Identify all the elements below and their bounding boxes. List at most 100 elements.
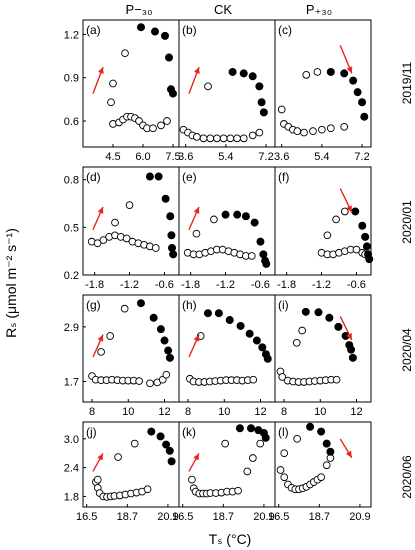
open-point: [213, 134, 221, 143]
x-tick-label: 6.0: [135, 151, 150, 163]
open-point: [243, 467, 252, 476]
filled-point: [250, 218, 259, 227]
filled-point: [166, 212, 175, 221]
x-tick-label: -1.2: [216, 279, 235, 291]
x-tick-label: 8: [89, 406, 95, 418]
filled-point: [136, 299, 145, 308]
col-title-3: P₊₃₀: [306, 2, 332, 17]
x-tick-label: 20.9: [349, 511, 370, 523]
x-tick-label: 8: [281, 406, 287, 418]
open-point: [317, 473, 326, 482]
row-label-3: 2020/04: [400, 328, 414, 372]
trend-arrow-head: [193, 66, 200, 74]
open-point: [120, 304, 129, 313]
open-point: [352, 245, 361, 254]
filled-point: [257, 98, 266, 107]
panel-frame: [274, 294, 372, 403]
open-point: [332, 375, 341, 384]
y-axis-label: Rₛ (μmol m⁻² s⁻¹): [3, 228, 19, 338]
trend-arrow-head: [346, 332, 352, 340]
open-point: [249, 375, 258, 384]
filled-point: [326, 447, 335, 456]
x-tick-label: -1.2: [312, 279, 331, 291]
open-point: [255, 128, 264, 137]
open-point: [151, 244, 160, 252]
x-tick-label: 5.4: [218, 151, 233, 163]
filled-point: [145, 172, 154, 181]
panel-d: (d) -1.8 -1.2 -0.6 0.2 0.5 0.8: [64, 166, 180, 291]
open-point: [322, 461, 331, 470]
open-point: [93, 475, 102, 484]
filled-point: [241, 212, 250, 221]
open-point: [109, 79, 117, 88]
panel-label: (i): [278, 298, 289, 312]
y-tick-label: 3.0: [64, 434, 79, 446]
panel-label: (e): [182, 170, 197, 184]
y-tick-label: 0.5: [64, 222, 79, 234]
filled-point: [322, 439, 331, 448]
panel-a: (a) 4.5 6.0 7.5 0.6 0.9 1.2: [64, 19, 181, 163]
open-point: [163, 117, 171, 125]
open-point: [313, 68, 322, 76]
open-point: [318, 125, 326, 134]
filled-point: [334, 322, 343, 331]
row-label-2: 2020/01: [400, 200, 414, 244]
filled-point: [361, 232, 370, 241]
x-tick-label: 12: [254, 406, 266, 418]
x-tick-label: -0.6: [347, 279, 366, 291]
open-point: [248, 131, 257, 140]
x-tick-label: 16.5: [76, 511, 97, 523]
panel-label: (k): [182, 425, 196, 439]
trend-arrow-head: [97, 206, 104, 214]
y-tick-label: 0.8: [64, 175, 79, 187]
filled-point: [317, 427, 326, 436]
filled-point: [246, 424, 255, 433]
open-point: [97, 348, 105, 356]
filled-point: [325, 313, 334, 322]
x-tick-label: -0.6: [155, 279, 174, 291]
trend-arrow-head: [346, 66, 353, 74]
open-point: [280, 473, 289, 482]
open-point: [302, 70, 311, 79]
filled-point: [259, 108, 268, 117]
filled-point: [136, 23, 145, 32]
filled-point: [160, 336, 169, 345]
panel-label: (f): [278, 170, 289, 184]
trend-arrow-head: [97, 334, 104, 342]
x-tick-label: -1.2: [120, 279, 139, 291]
x-tick-label: 18.7: [309, 511, 330, 523]
open-point: [226, 134, 235, 143]
open-point: [107, 98, 115, 107]
filled-point: [228, 67, 237, 76]
trend-arrow-head: [193, 453, 199, 461]
open-point: [239, 134, 248, 143]
filled-point: [365, 255, 374, 264]
x-axis-label: Tₛ (°C): [209, 531, 252, 547]
filled-point: [258, 343, 267, 352]
filled-point: [150, 27, 159, 36]
filled-point: [326, 67, 335, 76]
trend-arrow-head: [193, 334, 200, 342]
trend-arrow-head: [97, 453, 103, 461]
open-point: [206, 134, 215, 143]
x-tick-label: 12: [158, 406, 170, 418]
panel-frame: [274, 166, 372, 276]
panel-grid: (a) 4.5 6.0 7.5 0.6 0.9 1.2 (b) 3.6 5.4 7.2 (c) 3.6 5…: [64, 19, 374, 523]
filled-point: [351, 207, 360, 216]
col-title-2: CK: [214, 2, 232, 17]
filled-point: [301, 307, 310, 316]
open-point: [326, 124, 335, 133]
open-point: [135, 377, 144, 385]
open-point: [199, 134, 208, 143]
x-tick-label: 12: [350, 406, 362, 418]
x-tick-label: 10: [314, 406, 326, 418]
filled-point: [225, 316, 234, 325]
filled-point: [169, 250, 178, 259]
x-tick-label: 18.7: [117, 511, 138, 523]
open-point: [277, 105, 286, 114]
filled-point: [263, 354, 272, 363]
filled-point: [358, 98, 367, 107]
row-label-1: 2019/11: [400, 61, 414, 104]
filled-point: [165, 353, 174, 362]
open-point: [293, 434, 302, 443]
